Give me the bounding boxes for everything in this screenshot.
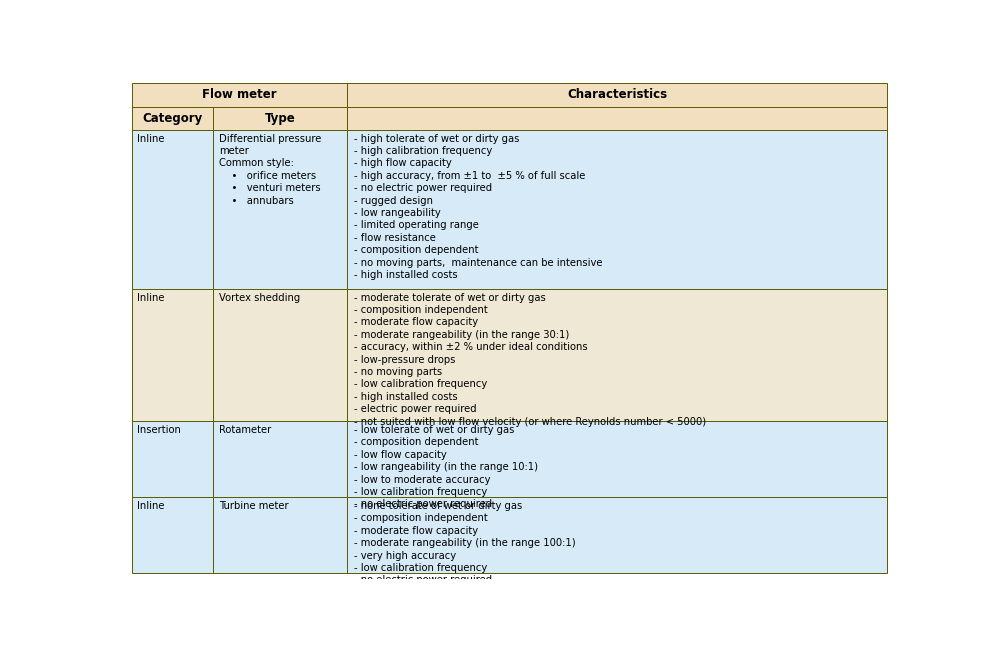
Text: Inline: Inline: [137, 501, 165, 511]
Text: - moderate tolerate of wet or dirty gas
- composition independent
- moderate flo: - moderate tolerate of wet or dirty gas …: [354, 292, 706, 426]
Text: - high tolerate of wet or dirty gas
- high calibration frequency
- high flow cap: - high tolerate of wet or dirty gas - hi…: [354, 134, 602, 280]
Bar: [347, 497, 887, 573]
Bar: [214, 130, 347, 289]
Bar: [132, 130, 214, 289]
Bar: [132, 83, 347, 107]
Bar: [347, 107, 887, 130]
Bar: [347, 289, 887, 421]
Text: Type: Type: [265, 112, 295, 125]
Text: Characteristics: Characteristics: [567, 88, 667, 101]
Bar: [132, 497, 214, 573]
Bar: [132, 289, 214, 421]
Text: Flow meter: Flow meter: [202, 88, 277, 101]
Text: - none tolerate of wet or dirty gas
- composition independent
- moderate flow ca: - none tolerate of wet or dirty gas - co…: [354, 501, 576, 598]
Bar: [214, 421, 347, 497]
Text: Inline: Inline: [137, 134, 165, 144]
Text: Rotameter: Rotameter: [219, 425, 271, 435]
Text: Inline: Inline: [137, 292, 165, 302]
Text: Turbine meter: Turbine meter: [219, 501, 288, 511]
Text: Vortex shedding: Vortex shedding: [219, 292, 300, 302]
Text: Insertion: Insertion: [137, 425, 181, 435]
Bar: [347, 421, 887, 497]
Text: Differential pressure
meter
Common style:
    •   orifice meters
    •   venturi: Differential pressure meter Common style…: [219, 134, 321, 205]
Text: - low tolerate of wet or dirty gas
- composition dependent
- low flow capacity
-: - low tolerate of wet or dirty gas - com…: [354, 425, 538, 510]
Bar: [214, 497, 347, 573]
Bar: [347, 83, 887, 107]
Text: Category: Category: [142, 112, 203, 125]
Bar: [214, 289, 347, 421]
Bar: [347, 130, 887, 289]
Bar: [132, 421, 214, 497]
Bar: [214, 107, 347, 130]
Bar: [132, 107, 214, 130]
